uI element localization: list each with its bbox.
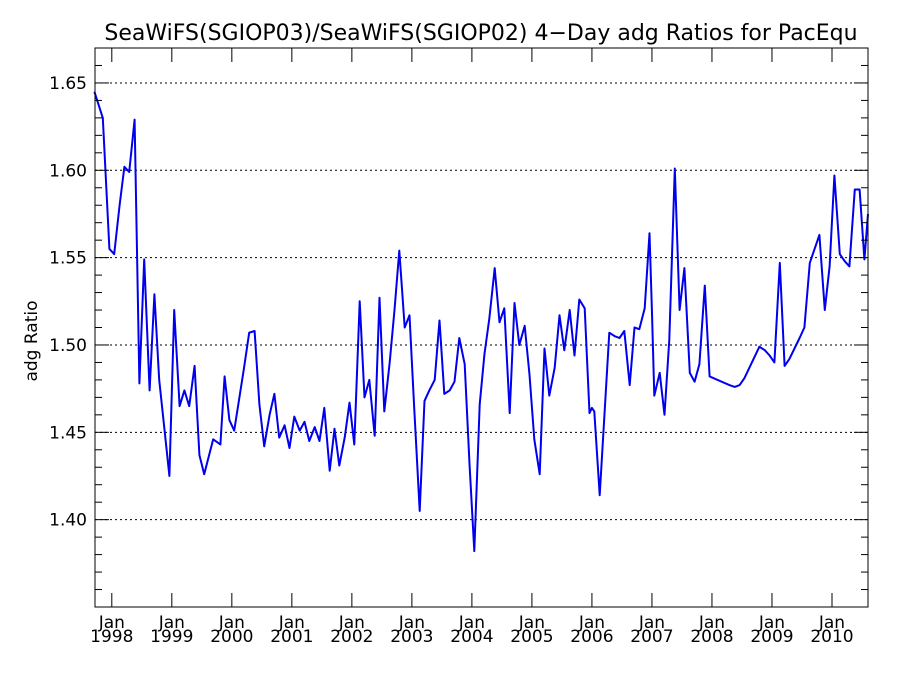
y-tick-label: 1.45 [49,423,87,443]
y-tick-label: 1.40 [49,511,87,531]
x-tick-label-year: 2009 [750,627,793,647]
x-tick-label-month: Jan [698,613,725,633]
x-tick-label-month: Jan [218,613,245,633]
series-group [93,91,869,553]
y-axis-label: adg Ratio [22,300,42,381]
x-tick-label-year: 2003 [390,627,433,647]
axis-ticks [95,48,868,607]
x-tick-label-month: Jan [458,613,485,633]
x-tick-label-year: 2010 [810,627,853,647]
gridlines [95,82,868,521]
x-tick-label-month: Jan [818,613,845,633]
plot-area-frame [94,47,869,608]
chart-title: SeaWiFS(SGIOP03)/SeaWiFS(SGIOP02) 4−Day … [104,21,857,46]
x-tick-label-year: 2002 [330,627,373,647]
x-tick-label-month: Jan [338,613,365,633]
x-tick-label-year: 1999 [150,627,193,647]
x-tick-label-month: Jan [98,613,125,633]
x-tick-label-year: 2005 [510,627,553,647]
y-tick-label: 1.60 [49,161,87,181]
x-tick-label-year: 2008 [690,627,733,647]
x-tick-label-year: 2001 [270,627,313,647]
x-tick-label-month: Jan [278,613,305,633]
y-tick-label: 1.55 [49,249,87,269]
axis-tick-labels: 1.401.451.501.551.601.65Jan1998Jan1999Ja… [49,74,853,647]
ratio-series-line [93,91,869,553]
x-tick-label-month: Jan [398,613,425,633]
x-tick-label-month: Jan [578,613,605,633]
x-tick-label-month: Jan [638,613,665,633]
y-tick-label: 1.65 [49,74,87,94]
x-tick-label-month: Jan [158,613,185,633]
x-tick-label-year: 2006 [570,627,613,647]
y-tick-label: 1.50 [49,336,87,356]
x-tick-label-year: 1998 [90,627,133,647]
x-tick-label-month: Jan [758,613,785,633]
x-tick-label-year: 2007 [630,627,673,647]
x-tick-label-year: 2004 [450,627,493,647]
x-tick-label-year: 2000 [210,627,253,647]
x-tick-label-month: Jan [518,613,545,633]
